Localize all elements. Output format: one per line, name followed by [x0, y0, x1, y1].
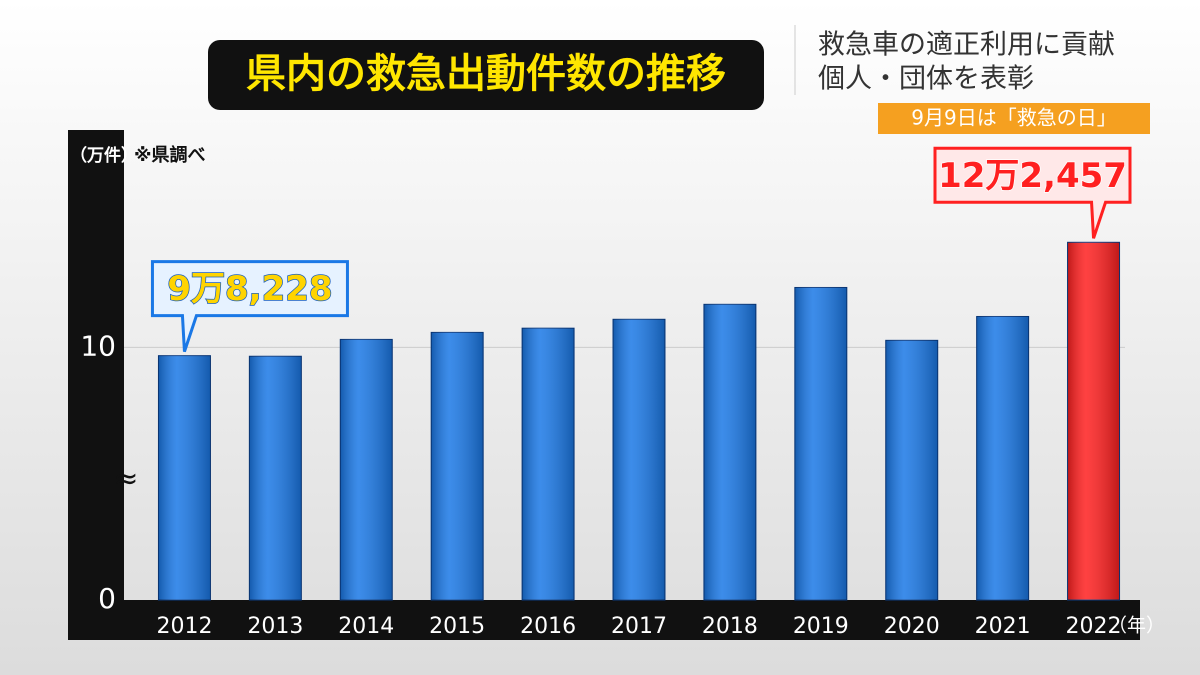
- callout: [933, 146, 1132, 239]
- x-tick-label: 2014: [338, 614, 394, 639]
- x-tick-label: 2020: [884, 614, 940, 639]
- x-tick-label: 2019: [793, 614, 849, 639]
- value-label: 12万2,457: [938, 156, 1127, 196]
- x-tick-label: 2021: [975, 614, 1031, 639]
- bar-shade: [1067, 242, 1120, 600]
- banner: 9月9日は「救急の日」: [911, 106, 1116, 130]
- bar-shade: [249, 356, 302, 600]
- bar-shade: [613, 319, 665, 600]
- x-tick-label: 2017: [611, 614, 667, 639]
- chart-title: 県内の救急出動件数の推移: [246, 51, 726, 97]
- bar-shade: [431, 332, 484, 600]
- bar-shade: [340, 339, 393, 600]
- bar-shade: [522, 328, 575, 600]
- bar-shade: [976, 316, 1029, 600]
- x-tick-label: 2013: [247, 614, 303, 639]
- value-label: 9万8,228: [167, 269, 332, 309]
- x-tick-label: 2012: [156, 614, 212, 639]
- y-axis-strip: [68, 130, 124, 640]
- callout: [150, 260, 349, 353]
- x-tick-label: 2016: [520, 614, 576, 639]
- y-tick-label: 0: [98, 582, 116, 615]
- x-tick-label: 2018: [702, 614, 758, 639]
- bar-shade: [158, 355, 211, 600]
- y-unit: （万件）: [70, 145, 138, 166]
- bar-shade: [794, 287, 847, 600]
- bar-shade: [885, 340, 938, 600]
- x-tick-label: 2015: [429, 614, 485, 639]
- x-tick-label: 2022: [1066, 614, 1122, 639]
- y-tick-label: 10: [80, 329, 116, 362]
- banner-box: [878, 103, 1150, 134]
- axis-break: ≈: [113, 462, 138, 497]
- note: ※県調べ: [134, 144, 206, 166]
- side-headline: 救急車の適正利用に貢献: [818, 30, 1115, 61]
- bar-shade: [703, 304, 756, 600]
- x-axis-strip: [68, 600, 1140, 640]
- title-box: [208, 40, 764, 110]
- side-headline: 個人・団体を表彰: [818, 64, 1034, 95]
- x-unit: （年）: [1108, 615, 1165, 637]
